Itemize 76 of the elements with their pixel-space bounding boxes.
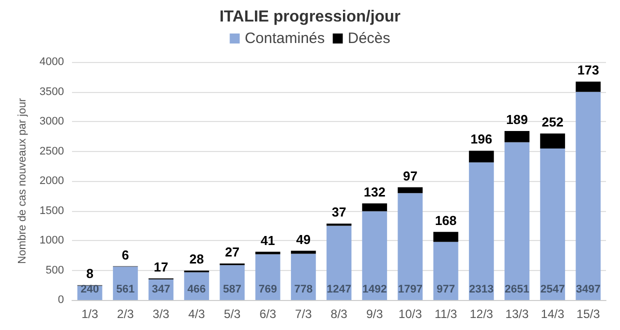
data-label: 2651 <box>504 284 530 296</box>
data-label: 132 <box>364 184 386 200</box>
x-tick-label: 3/3 <box>152 307 170 321</box>
data-label: 173 <box>577 62 600 78</box>
data-label: 1247 <box>326 284 352 296</box>
x-tick-label: 11/3 <box>434 307 458 321</box>
data-label: 189 <box>506 112 528 128</box>
bar <box>290 254 316 300</box>
y-tick-label: 2500 <box>40 145 64 158</box>
data-label: 41 <box>260 232 276 248</box>
x-tick-label: 15/3 <box>576 307 600 321</box>
bar <box>576 92 601 300</box>
y-tick-label: 0 <box>58 294 64 306</box>
data-label: 8 <box>86 266 94 282</box>
bar <box>468 162 494 300</box>
bar <box>398 193 423 300</box>
x-tick-label: 4/3 <box>188 307 206 321</box>
bar <box>504 131 530 142</box>
bar <box>540 133 566 148</box>
x-tick-label: 10/3 <box>398 307 422 321</box>
bar <box>255 254 280 300</box>
data-label: 6 <box>122 247 130 262</box>
x-tick-label: 1/3 <box>81 307 98 321</box>
bar <box>468 150 494 162</box>
x-tick-label: 7/3 <box>295 307 312 321</box>
data-label: 587 <box>223 284 242 296</box>
x-tick-label: 13/3 <box>505 307 529 321</box>
bar <box>433 242 458 300</box>
x-tick-label: 12/3 <box>470 307 494 321</box>
bar <box>540 148 566 300</box>
x-tick-label: 2/3 <box>117 307 134 321</box>
data-label: 17 <box>154 259 168 274</box>
x-tick-label: 8/3 <box>330 307 348 321</box>
data-label: 977 <box>436 284 455 296</box>
data-label: 778 <box>294 284 313 296</box>
data-label: 3497 <box>576 284 600 296</box>
y-axis-title: Nombre de cas nouveaux par jour <box>16 98 28 264</box>
bar <box>504 142 530 300</box>
data-label: 37 <box>332 204 346 220</box>
bar <box>362 203 388 212</box>
y-tick-label: 1000 <box>40 234 64 246</box>
data-label: 466 <box>187 284 206 296</box>
data-label: 196 <box>470 132 492 147</box>
x-tick-label: 9/3 <box>366 307 384 321</box>
data-label: 347 <box>152 284 170 296</box>
x-tick-label: 6/3 <box>259 307 276 321</box>
bar <box>433 232 458 242</box>
data-label: 168 <box>434 212 457 228</box>
data-label: 2313 <box>469 284 494 296</box>
x-tick-label: 14/3 <box>540 307 565 321</box>
data-label: 252 <box>542 114 564 130</box>
data-label: 49 <box>296 232 311 247</box>
data-label: 1797 <box>398 284 422 296</box>
y-tick-label: 500 <box>46 264 64 276</box>
y-tick-label: 3500 <box>40 86 64 98</box>
y-tick-label: 4000 <box>40 56 64 68</box>
x-tick-label: 5/3 <box>224 307 241 321</box>
data-label: 769 <box>258 284 277 296</box>
bar <box>398 187 423 194</box>
data-label: 28 <box>189 252 204 267</box>
data-label: 561 <box>116 284 135 296</box>
legend-label: Contaminés <box>244 30 325 47</box>
bar <box>220 265 245 300</box>
chart-title: ITALIE progression/jour <box>219 8 401 26</box>
legend-label: Décès <box>348 30 390 47</box>
y-tick-label: 3000 <box>40 116 64 128</box>
y-tick-label: 2000 <box>40 175 64 187</box>
data-label: 97 <box>402 168 418 184</box>
bar <box>576 82 601 92</box>
data-label: 1492 <box>362 284 387 296</box>
data-label: 27 <box>224 244 240 260</box>
data-label: 2547 <box>540 284 565 296</box>
y-tick-label: 1500 <box>40 204 64 217</box>
bar <box>362 211 388 300</box>
data-label: 240 <box>80 284 99 296</box>
bar <box>326 226 352 300</box>
